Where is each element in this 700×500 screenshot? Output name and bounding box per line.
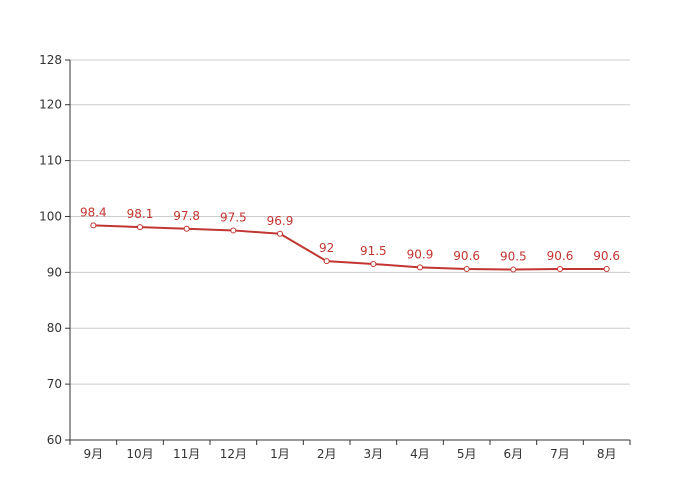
data-label: 97.5	[220, 210, 247, 224]
x-tick-label: 3月	[364, 447, 384, 461]
y-tick-label: 70	[47, 377, 62, 391]
data-points	[90, 222, 610, 273]
x-tick-label: 5月	[457, 447, 477, 461]
data-point	[90, 222, 97, 229]
data-labels: 98.4 98.1 97.8 97.5 96.9 92 91.5 90.9 90.6 90.5 90…	[80, 205, 620, 263]
data-point	[183, 225, 190, 232]
y-tick-label: 60	[47, 433, 62, 447]
data-point	[277, 230, 283, 237]
x-tick-label: 9月	[84, 447, 104, 461]
x-tick-label: 2月	[317, 447, 337, 461]
y-tick-label: 90	[47, 265, 62, 279]
data-label: 98.1	[127, 207, 154, 221]
data-point	[557, 266, 563, 272]
y-tick-label: 80	[47, 321, 62, 335]
x-tick-label: 7月	[550, 447, 570, 461]
x-tick-label: 1月	[270, 447, 290, 461]
data-label: 92	[319, 241, 334, 255]
data-label: 90.5	[500, 250, 527, 264]
x-tick-label: 11月	[173, 447, 200, 461]
data-point	[370, 260, 377, 267]
data-label: 96.9	[267, 214, 294, 228]
x-tick-label: 6月	[504, 447, 524, 461]
data-point	[463, 266, 470, 272]
data-point	[603, 266, 610, 272]
data-point	[510, 266, 517, 273]
data-point	[323, 258, 330, 265]
y-tick-label: 128	[39, 53, 62, 67]
y-tick-label: 100	[39, 209, 62, 223]
data-label: 91.5	[360, 244, 387, 258]
data-label: 90.6	[593, 249, 620, 263]
y-tick-label: 110	[39, 154, 62, 168]
data-label: 98.4	[80, 205, 107, 219]
x-tick-label: 4月	[410, 447, 430, 461]
y-axis-ticks: 60 70 80 90 100 110 120 128	[39, 53, 70, 447]
gridlines	[70, 59, 630, 385]
series-line	[93, 224, 607, 271]
data-label: 90.6	[547, 249, 574, 263]
data-point	[137, 224, 143, 231]
x-axis-ticks: 9月 10月 11月 12月 1月 2月 3月 4月 5月 6月 7月 8月	[69, 440, 631, 461]
data-label: 97.8	[173, 209, 200, 223]
x-tick-label: 12月	[220, 447, 247, 461]
x-tick-label: 8月	[597, 447, 617, 461]
data-point	[230, 227, 237, 234]
data-label: 90.9	[407, 247, 434, 261]
data-point	[417, 264, 423, 271]
data-label: 90.6	[453, 249, 480, 263]
x-tick-label: 10月	[126, 447, 153, 461]
y-tick-label: 120	[39, 98, 62, 112]
